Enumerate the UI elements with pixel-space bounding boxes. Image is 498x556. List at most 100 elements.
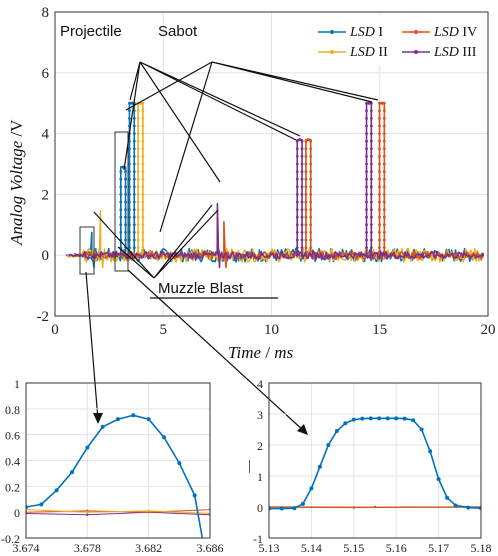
chart0-pulse-marker: [124, 170, 127, 174]
chart2-point: [428, 449, 433, 454]
chart0-pulse-marker: [378, 185, 381, 189]
chart0-pulse-marker: [369, 124, 373, 128]
annotation-projectile: Projectile: [60, 23, 122, 40]
chart0-pulse-marker: [119, 208, 123, 212]
arrowhead-2: [297, 424, 308, 435]
chart0-y-tick-label: 8: [42, 5, 50, 21]
chart2-y-tick-label: 4: [257, 377, 263, 391]
chart0-pulse-marker: [124, 200, 127, 204]
svg-text:LSD I: LSD I: [349, 25, 383, 40]
chart0-pulse-marker: [369, 200, 373, 204]
chart0-x-tick-label: 5: [160, 322, 168, 338]
chart0-pulse-marker: [136, 109, 140, 113]
chart0-pulse-marker: [295, 215, 299, 219]
chart0-pulse-marker: [141, 147, 145, 151]
chart0-pulse-marker: [295, 170, 299, 174]
chart0-pulse-marker: [369, 223, 373, 227]
chart0-pulse-marker: [365, 132, 368, 136]
chart0-pulse-marker: [382, 117, 386, 120]
chart0-pulse-marker: [119, 215, 123, 219]
chart1-x-tick-label: 3.682: [135, 541, 162, 555]
chart0-pulse-marker: [136, 117, 140, 120]
chart0-pulse-marker: [295, 155, 299, 158]
chart0-pulse-marker: [136, 223, 140, 227]
chart0-pulse-marker: [382, 147, 386, 151]
chart1-point: [85, 445, 90, 450]
chart0-pulse-marker: [141, 124, 145, 128]
chart0-pulse-marker: [128, 238, 131, 242]
chart0-pulse-marker: [295, 246, 299, 250]
chart0-pulse-marker: [309, 139, 313, 143]
chart0-pulse-marker: [119, 223, 123, 227]
chart0-pulse-marker: [382, 124, 386, 128]
chart0-pulse-marker: [369, 177, 373, 181]
chart0-pulse-marker: [132, 223, 136, 227]
chart2-point: [352, 506, 355, 509]
chart2-x-tick-label: 5.14: [301, 541, 322, 555]
chart2-y-tick-label: 2: [257, 439, 263, 453]
chart0-pulse-marker: [124, 177, 127, 181]
chart0-pulse-marker: [141, 231, 145, 234]
zoom-arrow-1: [85, 271, 99, 421]
chart0-pulse-marker: [128, 223, 131, 227]
chart0-pulse-marker: [128, 177, 131, 181]
chart0-pulse-peak: [298, 138, 302, 142]
chart0-pulse-marker: [378, 208, 381, 212]
chart0-pulse-marker: [128, 147, 131, 151]
chart0-pulse-marker: [141, 132, 145, 136]
chart0-pulse-peak: [380, 101, 384, 105]
chart1-x-tick-label: 3.674: [13, 541, 40, 555]
chart0-pulse-marker: [309, 223, 313, 227]
chart0-pulse-marker: [295, 139, 299, 143]
chart0-pulse-marker: [304, 177, 308, 181]
chart2-point: [292, 506, 297, 511]
chart1-point: [116, 417, 120, 422]
y-axis-label-sep: /: [7, 132, 26, 137]
chart0-pulse-marker: [128, 208, 131, 212]
arrowhead-1: [93, 413, 103, 424]
chart0-pulse-marker: [136, 185, 140, 189]
chart0-pulse-marker: [132, 208, 136, 212]
legend-label-roman: IV: [459, 25, 477, 40]
chart0-pulse-marker: [136, 246, 140, 250]
chart2-point: [402, 416, 407, 421]
chart0-pulse-marker: [295, 177, 299, 181]
chart0-pulse-marker: [378, 117, 381, 120]
chart1-point: [146, 417, 151, 422]
chart2-point: [309, 486, 314, 491]
chart0-pulse-marker: [300, 185, 304, 189]
chart0-pulse-marker: [369, 238, 373, 242]
chart0-pulse-marker: [369, 193, 373, 196]
chart0-pulse-marker: [141, 155, 145, 158]
zoom-box-blast: [79, 226, 95, 275]
chart2-point: [411, 418, 416, 423]
chart0-pulse-marker: [124, 185, 127, 189]
chart0-pulse-marker: [300, 200, 304, 204]
chart0-pulse-marker: [369, 162, 373, 166]
chart0-pulse-marker: [132, 246, 136, 250]
chart1-point: [177, 461, 182, 466]
chart0-pulse-marker: [128, 162, 131, 166]
chart0-pulse-marker: [132, 124, 136, 128]
zoom-arrow-2: [127, 269, 306, 433]
chart2-point: [360, 416, 365, 421]
chart0-pulse-marker: [378, 155, 381, 158]
chart0-pulse-marker: [382, 246, 386, 250]
inset2-grid: [268, 382, 482, 539]
chart0-pulse-marker: [369, 215, 373, 219]
chart0-pulse-marker: [132, 170, 136, 174]
chart0-pulse-marker: [132, 238, 136, 242]
chart0-pulse-marker: [141, 170, 145, 174]
chart2-point: [351, 417, 356, 422]
chart0-pulse-marker: [132, 231, 136, 234]
chart0-pulse-marker: [309, 231, 313, 234]
chart0-pulse-marker: [382, 223, 386, 227]
chart0-pulse-marker: [304, 147, 308, 151]
chart0-pulse-marker: [128, 155, 131, 158]
chart0-pulse-marker: [378, 147, 381, 151]
chart0-pulse-marker: [141, 177, 145, 181]
chart0-pulse-marker: [369, 117, 373, 120]
x-axis-label: Time / ms: [228, 343, 294, 362]
chart0-pulse-marker: [378, 177, 381, 181]
chart0-pulse-marker: [119, 193, 123, 196]
